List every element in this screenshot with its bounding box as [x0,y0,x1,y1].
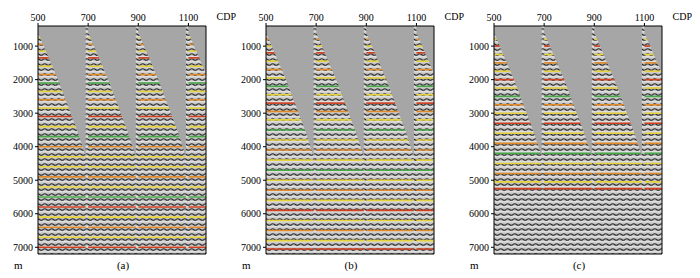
svg-text:6000: 6000 [241,208,261,219]
html-text:(c): (c) [572,259,586,271]
svg-text:7000: 7000 [13,242,33,253]
html-text:CDP: CDP [444,11,464,22]
svg-text:7000: 7000 [241,242,261,253]
svg-text:1000: 1000 [241,41,261,52]
svg-text:5000: 5000 [241,175,261,186]
svg-text:1000: 1000 [13,41,33,52]
svg-text:500: 500 [487,12,502,23]
html-text:CDP: CDP [216,11,236,22]
svg-text:500: 500 [31,12,46,23]
html-text:m: m [242,259,251,271]
svg-text:2000: 2000 [13,74,33,85]
svg-text:900: 900 [131,12,146,23]
svg-text:3000: 3000 [13,108,33,119]
svg-text:7000: 7000 [469,242,489,253]
svg-text:3000: 3000 [469,108,489,119]
svg-text:4000: 4000 [13,141,33,152]
svg-text:5000: 5000 [13,175,33,186]
svg-text:2000: 2000 [469,74,489,85]
html-text:(a): (a) [116,259,130,271]
svg-text:6000: 6000 [13,208,33,219]
svg-text:6000: 6000 [469,208,489,219]
svg-text:900: 900 [359,12,374,23]
svg-text:2000: 2000 [241,74,261,85]
svg-text:900: 900 [587,12,602,23]
svg-text:700: 700 [309,12,324,23]
svg-text:700: 700 [537,12,552,23]
svg-text:700: 700 [81,12,96,23]
svg-text:4000: 4000 [469,141,489,152]
svg-text:3000: 3000 [241,108,261,119]
svg-text:1100: 1100 [407,12,427,23]
svg-text:5000: 5000 [469,175,489,186]
html-text:m: m [14,259,23,271]
html-text:m: m [470,259,479,271]
svg-text:4000: 4000 [241,141,261,152]
html-text:CDP: CDP [672,11,692,22]
svg-text:500: 500 [259,12,274,23]
svg-text:1100: 1100 [635,12,655,23]
svg-text:1000: 1000 [469,41,489,52]
svg-text:1100: 1100 [179,12,199,23]
html-text:(b): (b) [344,259,358,271]
